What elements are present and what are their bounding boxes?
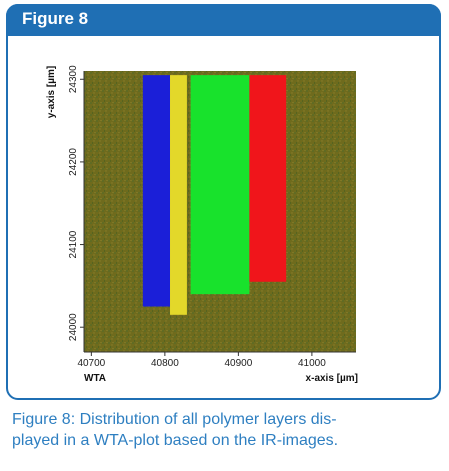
x-axis-label: x-axis [µm] [306,373,358,384]
x-tick-label: 41000 [298,358,326,369]
y-tick-label: 24000 [68,313,79,341]
wta-plot: 40700 40800 40900 41000 24000 24100 24200 24300… [46,65,358,384]
layer-band-4 [249,75,287,282]
x-tick-label: 40700 [77,358,105,369]
y-tick-label: 24200 [68,148,79,176]
layer-band-3 [190,75,250,295]
caption-text: Figure 8: Distribution of all polymer la… [12,411,339,449]
y-axis-label: y-axis [µm] [46,66,57,118]
layer-band-1 [142,75,171,307]
y-tick-label: 24300 [68,65,79,93]
layer-band-2 [170,75,187,315]
figure-title: Figure 8 [22,9,89,28]
wta-label: WTA [84,373,106,384]
y-tick-label: 24100 [68,230,79,258]
x-tick-label: 40800 [151,358,179,369]
figure-header: Figure 8 [6,4,441,36]
figure-caption: Figure 8: Distribution of all polymer la… [12,409,442,451]
x-tick-label: 40900 [224,358,252,369]
